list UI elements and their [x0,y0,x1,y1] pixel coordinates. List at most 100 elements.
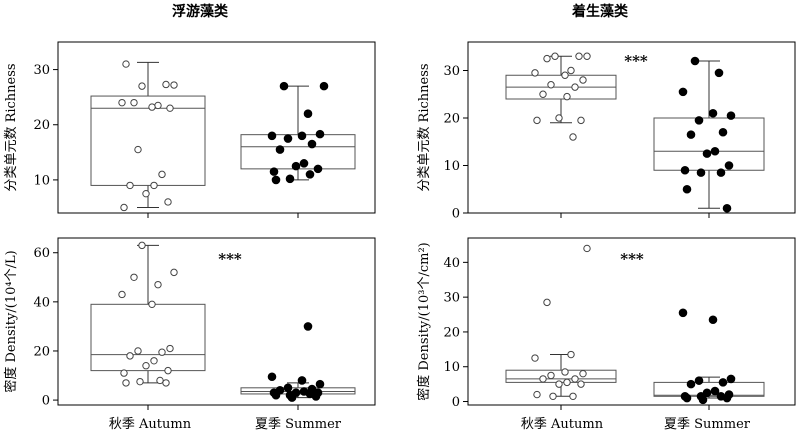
y-tick-label: 30 [33,63,50,78]
data-point [680,165,690,175]
data-point [724,161,734,170]
significance-marker: *** [620,250,644,268]
data-point [315,379,325,389]
data-point [708,315,718,325]
data-point [682,184,692,194]
data-point [271,390,281,400]
data-point [311,392,321,401]
box-series-autumn [505,244,617,401]
data-point [305,170,315,179]
x-category-summer-left: 夏季 Summer [255,417,342,432]
data-point [134,145,142,154]
data-point [547,371,555,380]
data-point [164,198,172,206]
data-point [299,159,309,168]
y-tick-label: 20 [443,112,460,127]
data-point [166,344,174,353]
data-point [162,80,170,89]
data-point [702,149,712,158]
data-point [136,377,144,386]
data-point [138,241,146,250]
data-point [531,69,539,77]
data-point [291,161,301,171]
x-category-summer-right: 夏季 Summer [664,417,751,432]
iqr-box [653,117,765,171]
y-axis-label: 分类单元数 Richness [4,63,19,191]
data-point [561,368,569,376]
data-point [126,352,134,360]
data-point [579,76,587,84]
data-point [583,244,591,253]
significance-marker: *** [624,52,648,70]
box-series-summer [240,81,356,185]
data-point [686,130,696,139]
data-point [563,92,571,101]
data-point [567,350,575,359]
box-series-autumn [505,52,617,141]
y-tick-label: 60 [33,246,50,261]
data-point [303,109,313,119]
data-point [138,82,146,90]
y-tick-label: 10 [33,173,50,188]
data-point [166,104,174,112]
y-tick-label: 30 [443,291,460,306]
data-point [726,111,736,120]
plot-frame [467,237,796,406]
data-point [130,273,138,281]
data-point [694,376,704,385]
data-point [142,189,150,198]
box-series-autumn [90,241,206,387]
y-tick-label: 40 [33,295,50,310]
data-point [533,116,541,125]
data-point [154,280,162,289]
data-point [716,168,726,177]
data-point [696,168,706,177]
box-series-summer [653,56,765,213]
data-point [722,203,732,213]
data-point [130,98,138,107]
y-tick-label: 10 [443,360,460,375]
y-tick-label: 20 [443,325,460,340]
data-point [678,308,688,318]
data-point [154,101,162,110]
data-point [539,375,547,383]
plot-frame [57,237,376,406]
y-tick-label: 40 [443,256,460,271]
data-point [571,375,579,383]
data-point [678,87,688,97]
plot-frame [57,41,376,214]
data-point [710,386,720,396]
data-point [531,354,539,362]
data-point [583,52,591,60]
data-point [682,393,692,403]
data-point [307,139,317,149]
data-point [315,129,325,139]
data-point [122,379,130,387]
data-point [571,83,579,91]
data-point [694,116,704,125]
data-point [285,174,295,184]
iqr-box [90,95,206,186]
data-point [271,175,281,185]
box-series-summer [653,308,765,405]
y-tick-label: 20 [33,344,50,359]
data-point [279,81,289,91]
iqr-box [505,369,617,383]
data-point [162,379,170,387]
data-point [708,108,718,118]
data-point [547,81,555,89]
data-point [563,378,571,387]
data-point [150,357,158,365]
data-point [170,268,178,277]
data-point [122,60,130,68]
data-point [313,164,323,174]
data-point [549,392,557,401]
data-point [297,376,307,385]
data-point [555,114,563,122]
significance-marker: *** [218,250,242,268]
data-point [577,116,585,125]
data-point [120,369,128,377]
